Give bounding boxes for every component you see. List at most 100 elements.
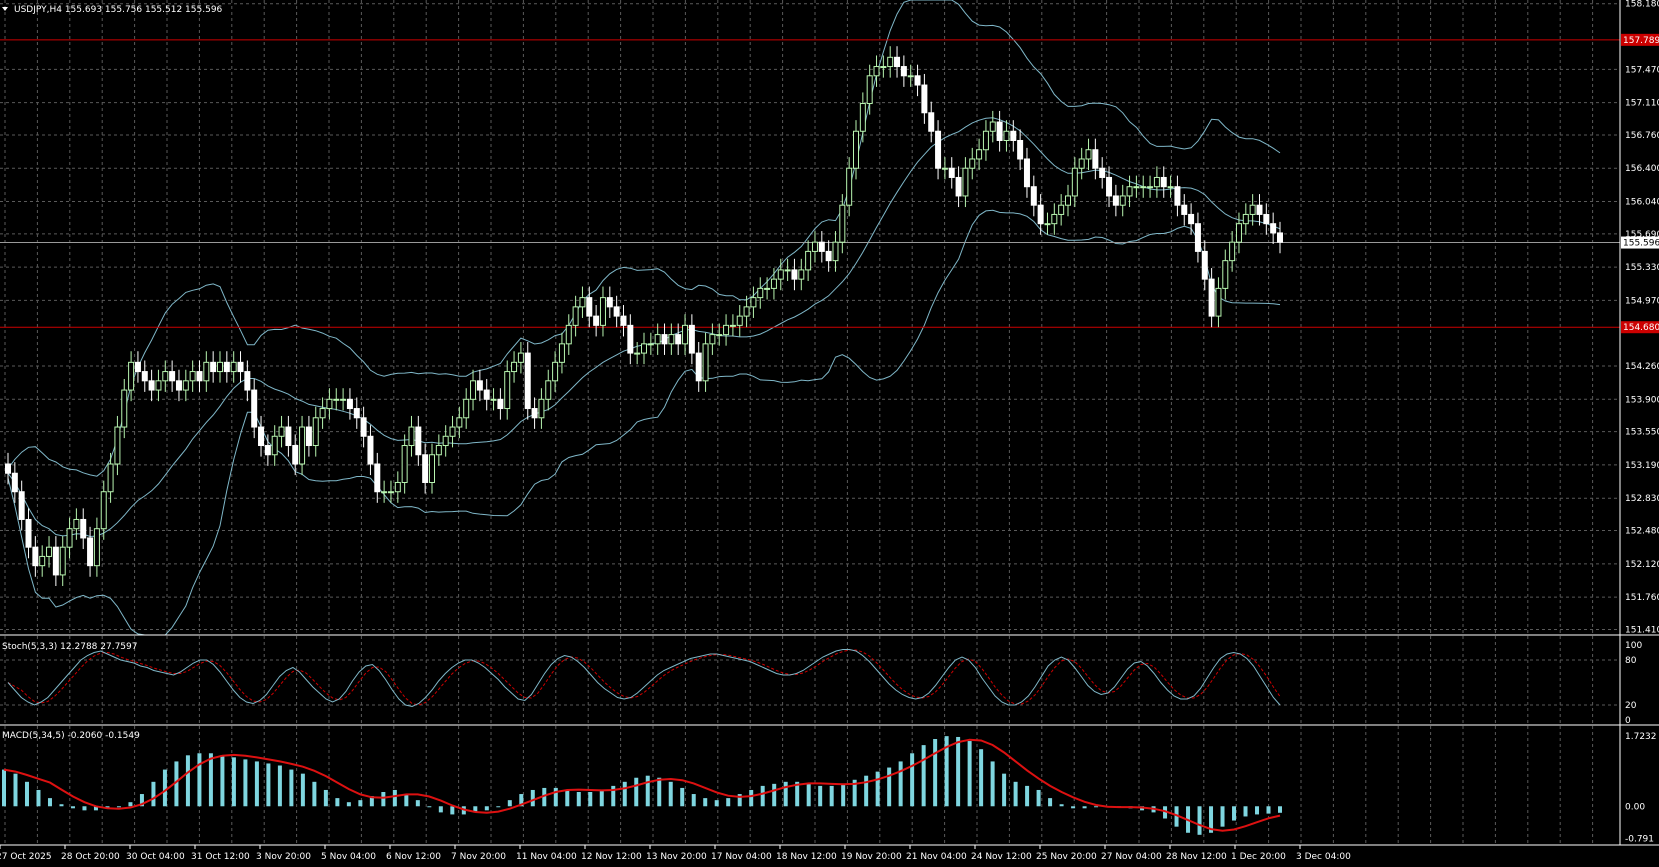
macd-bar [933,739,938,807]
candle-bull [429,454,435,483]
candle-bear [1099,167,1106,178]
candle-bull [39,555,46,567]
macd-bar [484,806,489,811]
time-label: 21 Nov 04:00 [906,852,967,862]
macd-bar [243,759,248,807]
candle-bull [1153,176,1160,188]
candle-bull [1167,186,1174,189]
candle-bull [1119,195,1126,206]
macd-bar [254,761,259,807]
candle-bull [1051,213,1058,225]
candle-bear [620,315,627,326]
candle-bull [770,278,777,289]
menu-triangle-icon[interactable] [2,7,8,11]
candle-bull [1065,195,1071,206]
candle-bull [230,361,237,373]
candle-bear [1277,232,1283,243]
macd-bar [1059,804,1064,807]
candle-bear [223,361,230,373]
macd-bar [496,806,501,808]
candle-bull [976,149,983,160]
candle-bull [552,361,559,382]
candle-bull [456,417,463,428]
candle-bear [264,445,271,456]
price-tick-label: 152.830 [1625,494,1659,504]
candles [5,46,1283,587]
macd-bar [691,794,696,807]
grid [0,0,1620,845]
macd-bar [530,789,535,807]
candle-bear [497,398,504,410]
current-price-label: 155.596 [1623,239,1659,249]
macd-bar [1174,806,1179,827]
candle-bear [11,472,18,493]
candle-bear [175,380,182,391]
candle-bull [504,371,511,410]
candle-bull [716,334,723,337]
macd-bar [93,806,98,811]
macd-bar [1082,806,1087,809]
macd-bar [208,753,213,807]
macd-bar [369,796,374,807]
candle-bear [1270,223,1277,234]
candle-bull [299,426,306,465]
candle-bull [1222,260,1229,289]
macd-bar [542,787,547,807]
symbol-info: USDJPY,H4 155.693 155.756 155.512 155.59… [14,5,223,15]
macd-bar [312,781,317,807]
macd-bar [645,775,650,807]
candle-bull [162,371,169,382]
candle-bear [791,269,798,280]
candle-bull [408,426,415,447]
macd-bar [231,757,236,807]
time-label: 24 Nov 12:00 [971,852,1032,862]
macd-bar [1209,806,1214,833]
candle-bear [1160,176,1167,188]
stoch-main-line [7,649,1281,708]
candle-bear [18,491,25,520]
candle-bear [524,352,531,410]
candle-bull [490,398,497,401]
stochastic-panel: 100 80 20 0 [0,641,1642,726]
macd-bar [749,789,754,807]
candle-bull [203,361,210,382]
candle-bear [613,306,620,317]
candle-bull [709,334,716,345]
candle-bull [853,130,859,169]
candle-bull [517,352,524,363]
macd-bar [726,798,731,807]
macd-bar [13,773,18,807]
time-label: 28 Nov 12:00 [1166,852,1227,862]
candle-bear [894,56,901,68]
candle-bull [278,426,285,437]
candle-bull [880,66,887,69]
macd-bar [519,794,524,807]
candle-bear [374,463,381,493]
price-tick-label: 154.970 [1625,296,1659,306]
candle-bear [955,176,962,197]
candle-bull [682,324,689,345]
time-label: 17 Nov 04:00 [711,852,772,862]
candle-bear [258,426,265,447]
candle-bull [941,167,948,170]
macd-bar [829,785,834,807]
candle-bull [798,269,805,280]
candle-bear [900,66,907,77]
candle-bear [948,167,955,178]
macd-bar [427,806,432,808]
candle-bear [346,398,353,410]
price-tick-label: 154.260 [1625,362,1659,372]
candle-bear [169,371,176,382]
price-tick-label: 153.550 [1625,428,1659,438]
candle-bull [654,334,661,345]
price-tick-label: 153.190 [1625,461,1659,471]
macd-bar [82,806,87,811]
time-label: 27 Oct 2025 [0,852,52,862]
macd-tick: -0.791 [1625,835,1654,845]
macd-bar [622,781,627,807]
macd-bar [806,783,811,807]
price-tick-label: 158.180 [1625,0,1659,10]
price-tick-label: 157.470 [1625,65,1659,75]
candle-bear [251,389,258,428]
